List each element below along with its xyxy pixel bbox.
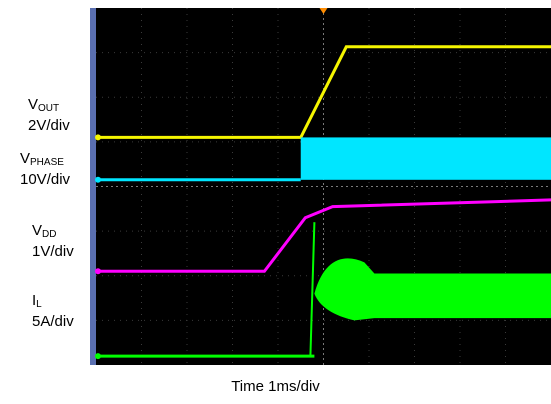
vout-label: VOUT 2V/div	[28, 96, 70, 134]
channel-markers	[95, 134, 101, 360]
trace-switching-band	[300, 137, 551, 180]
traces	[96, 45, 551, 358]
trigger-marker	[319, 8, 328, 14]
grid	[96, 8, 551, 365]
trace-line	[96, 45, 551, 139]
vphase-label: VPHASE 10V/div	[20, 150, 71, 188]
il-label: IL 5A/div	[32, 292, 74, 330]
channel-marker	[95, 353, 101, 360]
channel-marker	[95, 134, 101, 141]
trace-line	[96, 198, 551, 273]
x-axis-label: Time 1ms/div	[231, 378, 320, 395]
screen-left-bezel	[90, 8, 96, 365]
trace-spike	[309, 222, 316, 357]
vdd-label: VDD 1V/div	[32, 222, 74, 260]
channel-marker	[95, 268, 101, 275]
trace-envelope	[314, 258, 551, 321]
channel-marker	[95, 176, 101, 183]
